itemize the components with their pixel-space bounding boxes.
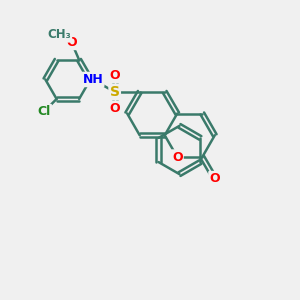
- Text: O: O: [110, 102, 120, 115]
- Text: O: O: [66, 36, 77, 49]
- Text: O: O: [110, 69, 120, 82]
- Text: CH₃: CH₃: [47, 28, 71, 41]
- Text: S: S: [110, 85, 120, 99]
- Text: O: O: [209, 172, 220, 185]
- Text: O: O: [172, 151, 182, 164]
- Text: Cl: Cl: [38, 105, 51, 118]
- Text: NH: NH: [82, 73, 103, 86]
